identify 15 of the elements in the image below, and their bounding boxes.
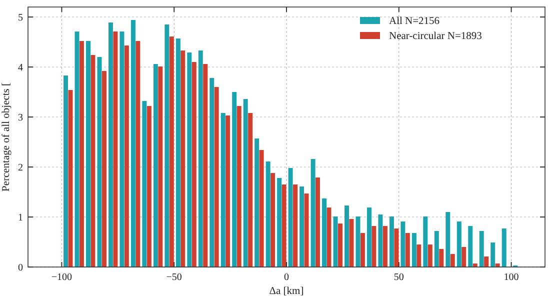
legend-label: All N=2156 — [389, 16, 440, 27]
x-tick-label: −100 — [51, 272, 72, 283]
x-tick-label: 50 — [394, 272, 404, 283]
y-tick-label: 4 — [18, 62, 23, 74]
y-axis-title: Percentage of all objects [ — [1, 82, 12, 192]
y-tick-label: 1 — [18, 212, 23, 224]
x-axis-title: Δa [km] — [269, 286, 304, 297]
legend-label: Near-circular N=1893 — [389, 31, 482, 42]
x-tick-label: 0 — [284, 272, 289, 283]
x-tick-label: 100 — [504, 272, 519, 283]
y-tick-label: 3 — [18, 112, 23, 124]
y-tick-label: 5 — [18, 12, 23, 24]
x-tick-label: −50 — [166, 272, 182, 283]
y-tick-label: 2 — [18, 162, 23, 174]
y-tick-label: 0 — [18, 262, 23, 274]
